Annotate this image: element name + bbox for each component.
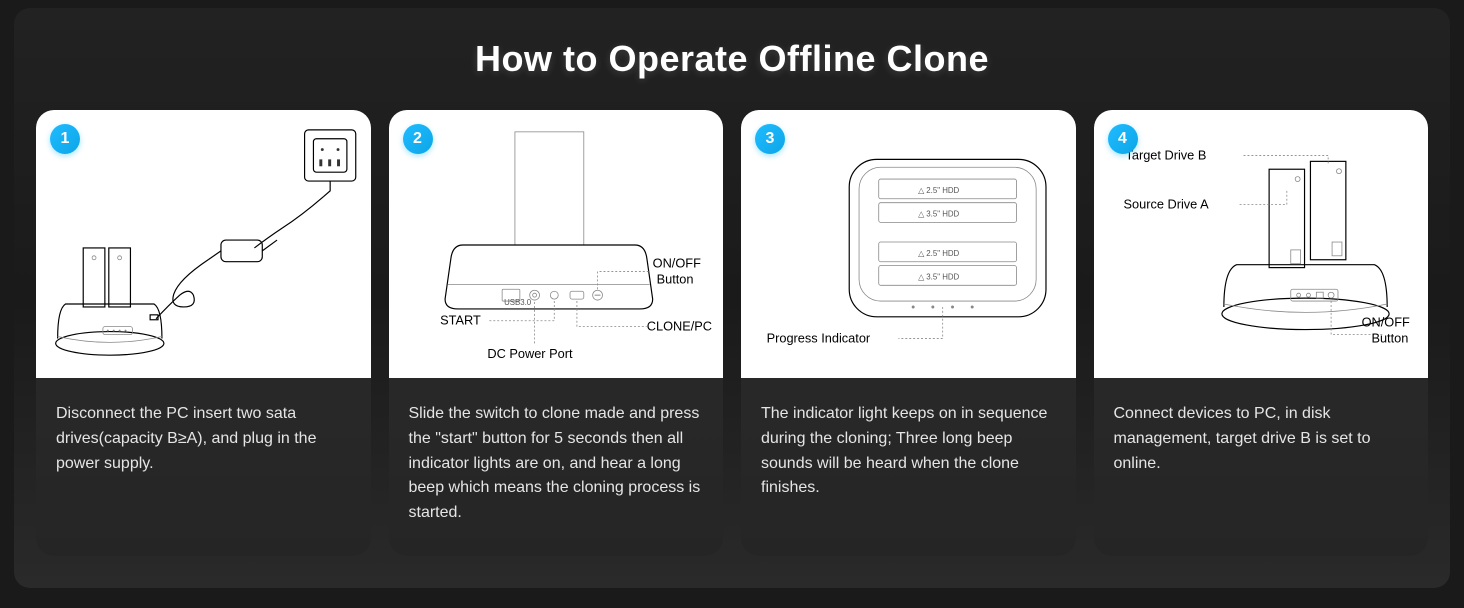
svg-text:△ 3.5" HDD: △ 3.5" HDD (918, 272, 959, 281)
label-onoff-l2: Button (1371, 330, 1408, 345)
step-illustration-1: 1 (36, 110, 371, 378)
infographic-container: How to Operate Offline Clone 1 (14, 8, 1450, 588)
step-description: Slide the switch to clone made and press… (389, 378, 724, 556)
svg-text:USB3.0: USB3.0 (504, 298, 532, 307)
step-illustration-2: 2 USB3.0 (389, 110, 724, 378)
label-dcport: DC Power Port (487, 346, 573, 361)
label-start: START (440, 313, 481, 328)
svg-text:△ 2.5" HDD: △ 2.5" HDD (918, 249, 959, 258)
step-description: The indicator light keeps on in sequence… (741, 378, 1076, 531)
step-badge: 3 (755, 124, 785, 154)
page-title: How to Operate Offline Clone (36, 38, 1428, 80)
label-clonepc: CLONE/PC (646, 319, 711, 334)
svg-text:△ 3.5" HDD: △ 3.5" HDD (918, 209, 959, 218)
step-illustration-3: 3 △ 2.5" HDD △ 3.5" HDD △ 2.5" HDD △ 3.5… (741, 110, 1076, 378)
label-onoff-l1: ON/OFF (652, 256, 700, 271)
step-description: Connect devices to PC, in disk managemen… (1094, 378, 1429, 506)
dock-power-diagram (36, 110, 371, 378)
dock-drives-diagram: Target Drive B Source Drive A ON/OFF But… (1094, 110, 1429, 378)
step-badge: 2 (403, 124, 433, 154)
step-card-1: 1 (36, 110, 371, 556)
step-badge: 1 (50, 124, 80, 154)
dock-front-diagram: USB3.0 START DC Power Port ON/OFF Button (389, 110, 724, 378)
label-onoff-l1: ON/OFF (1361, 315, 1409, 330)
label-target-b: Target Drive B (1125, 147, 1206, 162)
svg-text:△ 2.5" HDD: △ 2.5" HDD (918, 186, 959, 195)
step-illustration-4: 4 (1094, 110, 1429, 378)
step-card-3: 3 △ 2.5" HDD △ 3.5" HDD △ 2.5" HDD △ 3.5… (741, 110, 1076, 556)
label-onoff-l2: Button (656, 271, 693, 286)
step-description: Disconnect the PC insert two sata drives… (36, 378, 371, 506)
step-card-2: 2 USB3.0 (389, 110, 724, 556)
step-card-4: 4 (1094, 110, 1429, 556)
step-badge: 4 (1108, 124, 1138, 154)
label-source-a: Source Drive A (1123, 197, 1209, 212)
label-progress: Progress Indicator (767, 330, 871, 345)
dock-top-diagram: △ 2.5" HDD △ 3.5" HDD △ 2.5" HDD △ 3.5" … (741, 110, 1076, 378)
steps-row: 1 (36, 110, 1428, 556)
